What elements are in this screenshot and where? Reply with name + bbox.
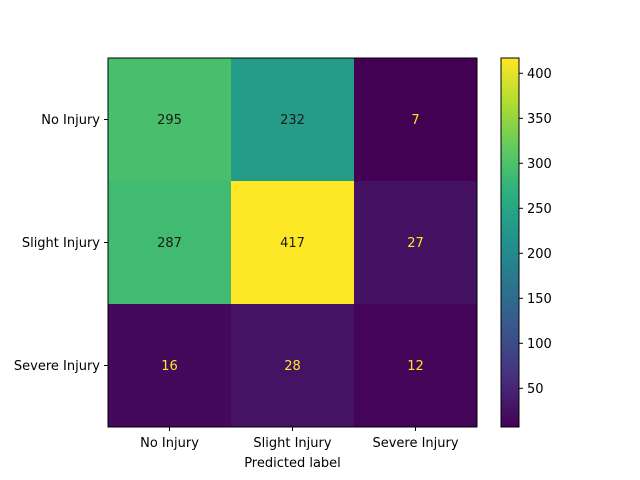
colorbar-tick-label: 250 bbox=[527, 202, 552, 217]
cell-value-label: 287 bbox=[157, 236, 182, 251]
heatmap-cell bbox=[354, 181, 478, 305]
heatmap-cell bbox=[231, 58, 355, 182]
heatmap-cell bbox=[108, 58, 232, 182]
x-tick-label: Severe Injury bbox=[372, 436, 458, 451]
x-tick-label: Slight Injury bbox=[253, 436, 331, 451]
colorbar-tick-label: 100 bbox=[527, 337, 552, 352]
x-axis: No Injury Slight Injury Severe Injury bbox=[140, 427, 459, 451]
colorbar-frame bbox=[500, 57, 520, 428]
cell-value-label: 295 bbox=[157, 113, 182, 128]
colorbar-tick-label: 300 bbox=[527, 157, 552, 172]
heatmap-cell bbox=[231, 304, 355, 428]
heatmap-cell bbox=[108, 181, 232, 305]
colorbar-tick-label: 400 bbox=[527, 67, 552, 82]
y-tick-label: Slight Injury bbox=[22, 236, 100, 251]
x-axis-label: Predicted label bbox=[244, 456, 341, 471]
colorbar-gradient bbox=[501, 58, 519, 427]
cell-value-label: 12 bbox=[407, 359, 424, 374]
cell-value-label: 232 bbox=[280, 113, 305, 128]
y-tick-label: No Injury bbox=[41, 113, 100, 128]
y-axis: No Injury Slight Injury Severe Injury bbox=[14, 113, 108, 374]
colorbar-tick-label: 50 bbox=[527, 382, 544, 397]
colorbar: 50 100 150 200 250 300 350 400 bbox=[500, 57, 552, 428]
heatmap-cells bbox=[108, 58, 478, 428]
heatmap-cell bbox=[231, 181, 355, 305]
x-tick-label: No Injury bbox=[140, 436, 199, 451]
cell-value-label: 16 bbox=[161, 359, 178, 374]
cell-value-label: 417 bbox=[280, 236, 305, 251]
colorbar-tick-label: 350 bbox=[527, 112, 552, 127]
cell-value-label: 28 bbox=[284, 359, 301, 374]
heatmap-cell bbox=[354, 58, 478, 182]
colorbar-tick-label: 200 bbox=[527, 247, 552, 262]
heatmap-cell bbox=[108, 304, 232, 428]
cell-value-label: 7 bbox=[411, 113, 419, 128]
cell-value-label: 27 bbox=[407, 236, 424, 251]
colorbar-ticks: 50 100 150 200 250 300 350 400 bbox=[519, 67, 552, 397]
heatmap-value-labels: 295 232 7 287 417 27 16 28 12 bbox=[157, 113, 424, 374]
heatmap-cell bbox=[354, 304, 478, 428]
colorbar-tick-label: 150 bbox=[527, 292, 552, 307]
y-tick-label: Severe Injury bbox=[14, 359, 100, 374]
